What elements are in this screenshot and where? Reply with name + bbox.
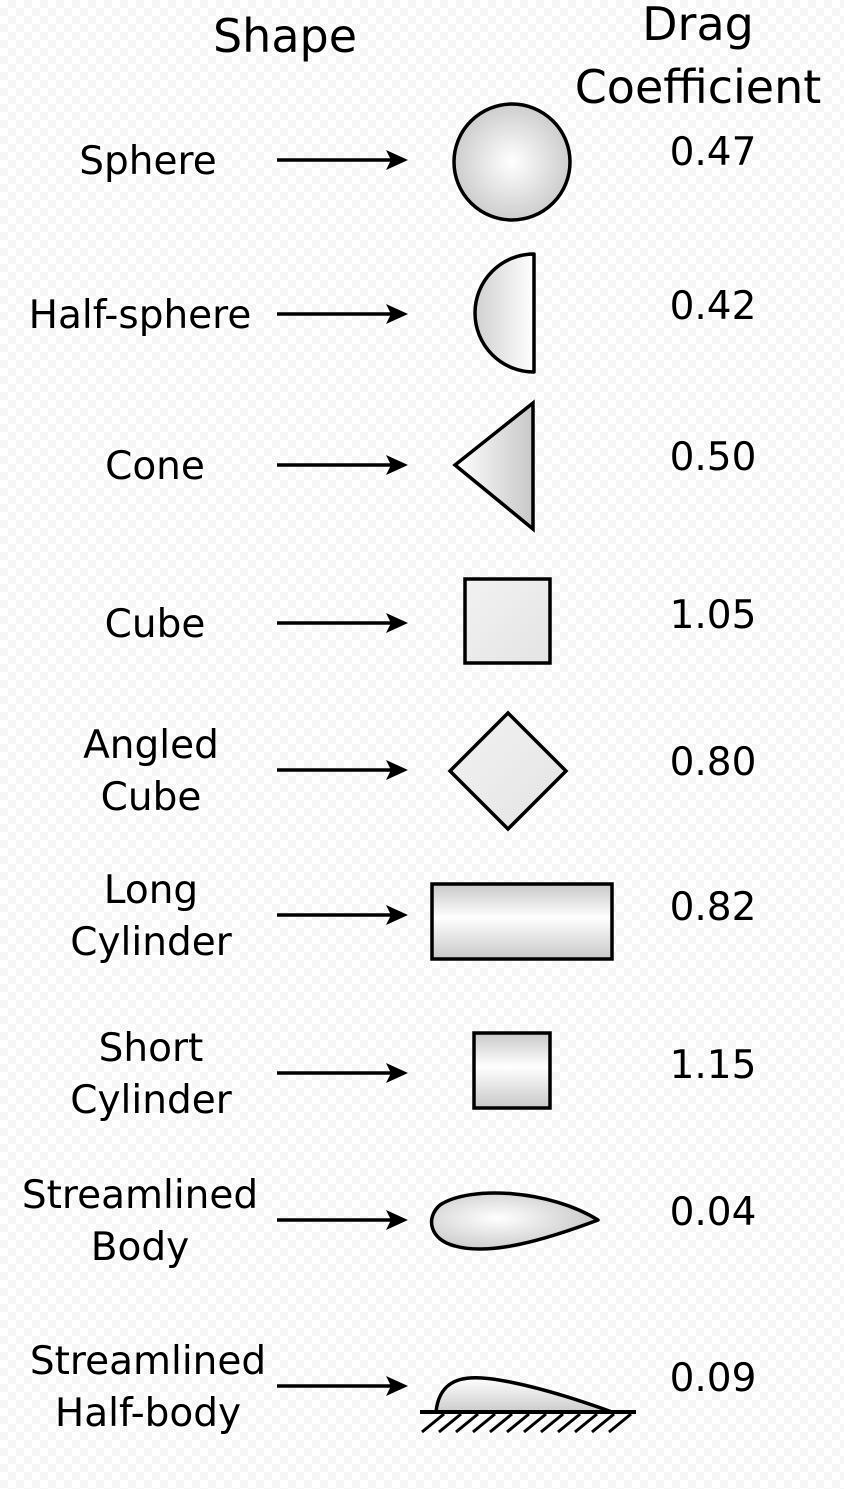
drag-coefficient-value: 1.05 [670, 593, 757, 638]
hatch-mark [421, 1412, 445, 1434]
hatch-mark [523, 1412, 547, 1434]
shape-label: Body [91, 1225, 189, 1270]
row-streamlined-half-body: Streamlined Half-body 0.09 [30, 1339, 757, 1436]
shape-label: Cylinder [70, 920, 232, 965]
shape-label: Sphere [79, 139, 216, 184]
hatch-mark [591, 1412, 615, 1434]
shape-label: Cube [101, 775, 202, 820]
drag-coefficient-value: 1.15 [670, 1043, 757, 1088]
arrow-head [386, 1063, 408, 1083]
arrow-icon [277, 905, 408, 925]
arrow-head [386, 905, 408, 925]
shape-label: Half-body [55, 1391, 241, 1436]
streamlined-half-body-shape [420, 1376, 636, 1434]
arrow-icon [277, 1210, 408, 1230]
shape-label: Long [104, 868, 198, 913]
short-cylinder-shape [472, 1031, 552, 1110]
shape-label: Cylinder [70, 1078, 232, 1123]
row-long-cylinder: Long Cylinder 0.82 [70, 868, 756, 965]
sphere-shape [452, 102, 572, 222]
arrow-icon [277, 1376, 408, 1396]
arrow-icon [277, 613, 408, 633]
drag-coefficient-value: 0.42 [670, 284, 757, 329]
arrow-head [386, 455, 408, 475]
drag-coefficient-value: 0.09 [670, 1356, 757, 1401]
angled-cube-shape [447, 710, 569, 832]
shape-label: Cone [105, 444, 205, 489]
ground-hatching [421, 1412, 632, 1434]
shape-label: Angled [83, 723, 219, 768]
half-sphere-shape [473, 252, 536, 374]
hatch-mark [506, 1412, 530, 1434]
hatch-mark [438, 1412, 462, 1434]
arrow-head [386, 304, 408, 324]
drag-coefficient-value: 0.04 [670, 1190, 757, 1235]
cube-shape [463, 577, 552, 665]
row-half-sphere: Half-sphere 0.42 [29, 252, 757, 374]
shape-column-header: Shape [213, 9, 357, 63]
row-cube: Cube 1.05 [105, 577, 757, 665]
row-short-cylinder: Short Cylinder 1.15 [70, 1026, 756, 1123]
hatch-mark [608, 1412, 632, 1434]
arrow-head [386, 613, 408, 633]
arrow-head [386, 1210, 408, 1230]
drag-coefficient-value: 0.50 [670, 435, 757, 480]
shape-label: Short [99, 1026, 204, 1071]
row-sphere: Sphere 0.47 [79, 102, 757, 222]
row-cone: Cone 0.50 [105, 399, 757, 533]
drag-coefficient-value: 0.82 [670, 885, 757, 930]
shape-label: Streamlined [22, 1173, 258, 1218]
drag-header-line2: Coefficient [575, 60, 822, 114]
shape-rows: Sphere 0.47 Half-sphere 0.42 Cone 0.50 Cube 1.0… [22, 102, 757, 1436]
drag-header-line1: Drag [642, 0, 754, 51]
drag-coefficient-value: 0.47 [670, 130, 757, 175]
cone-shape [452, 399, 535, 533]
row-streamlined-body: Streamlined Body 0.04 [22, 1173, 757, 1270]
streamlined-body-shape [429, 1191, 600, 1251]
arrow-head [386, 150, 408, 170]
half-body-profile [434, 1376, 614, 1414]
hatch-mark [574, 1412, 598, 1434]
long-cylinder-shape [430, 882, 614, 961]
arrow-head [386, 1376, 408, 1396]
hatch-mark [540, 1412, 564, 1434]
arrow-icon [277, 455, 408, 475]
arrow-head [386, 760, 408, 780]
hatch-mark [489, 1412, 513, 1434]
shape-label: Half-sphere [29, 293, 252, 338]
shape-label: Streamlined [30, 1339, 266, 1384]
hatch-mark [455, 1412, 479, 1434]
shape-label: Cube [105, 602, 206, 647]
arrow-icon [277, 304, 408, 324]
hatch-mark [557, 1412, 581, 1434]
drag-coefficient-value: 0.80 [670, 740, 757, 785]
row-angled-cube: Angled Cube 0.80 [83, 710, 757, 832]
arrow-icon [277, 1063, 408, 1083]
hatch-mark [472, 1412, 496, 1434]
arrow-icon [277, 150, 408, 170]
arrow-icon [277, 760, 408, 780]
